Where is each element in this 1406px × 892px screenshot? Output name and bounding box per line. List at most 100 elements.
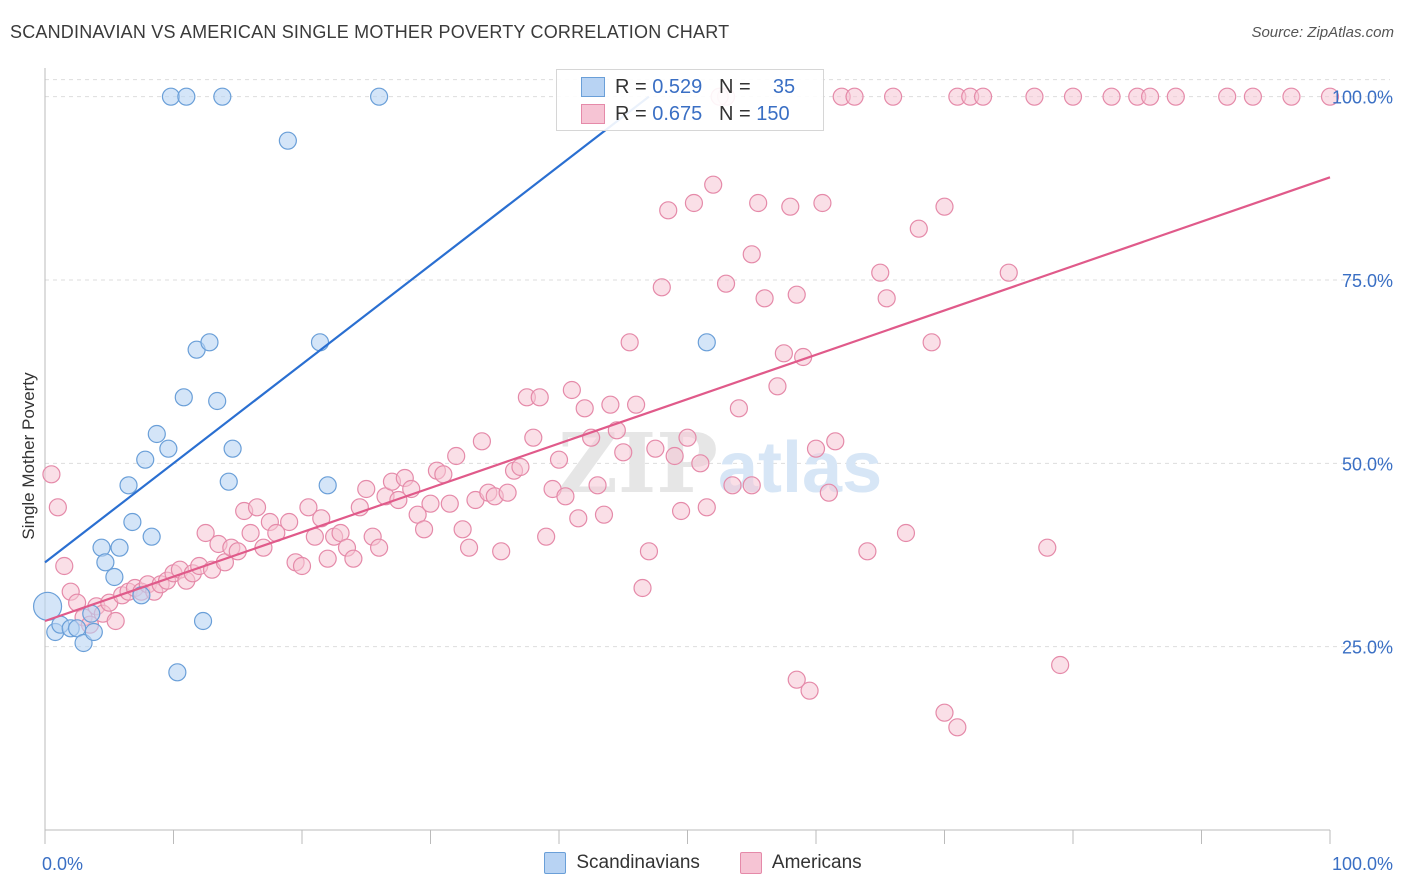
scandinavians-point	[168, 663, 187, 682]
scandinavians-point	[159, 439, 178, 458]
americans-point	[922, 333, 941, 352]
americans-point	[370, 538, 389, 557]
americans-point	[935, 703, 954, 722]
americans-point	[755, 289, 774, 308]
americans-point	[453, 520, 472, 539]
stats-row-scandinavians: R = 0.529 N = 35	[581, 75, 795, 99]
scandinavians-point	[96, 553, 115, 572]
americans-point	[749, 193, 768, 213]
grid	[45, 79, 1390, 648]
n-value: 150	[756, 102, 790, 125]
americans-point	[742, 476, 761, 495]
y-tick-label: 100.0%	[1332, 88, 1393, 108]
americans-point	[806, 439, 826, 458]
americans-point	[826, 432, 845, 451]
blue-swatch-icon	[544, 852, 567, 874]
scandinavians-point	[213, 87, 232, 106]
americans-point	[729, 399, 749, 418]
legend-item-americans[interactable]: Americans	[739, 852, 862, 874]
americans-point	[312, 509, 331, 528]
americans-point	[447, 446, 466, 466]
americans-trend-line	[44, 176, 1331, 623]
americans-point	[787, 285, 806, 304]
americans-point	[620, 333, 639, 352]
r-label: R =	[615, 75, 647, 98]
americans-point	[537, 527, 556, 546]
americans-point	[247, 498, 267, 517]
legend-label: Scandinavians	[576, 852, 700, 873]
americans-points	[42, 87, 1340, 737]
americans-point	[800, 681, 819, 700]
americans-point	[459, 538, 479, 557]
americans-point	[299, 498, 318, 517]
watermark-atlas: atlas	[718, 428, 882, 508]
americans-point	[421, 494, 440, 513]
scandinavians-point	[318, 476, 337, 495]
americans-point	[1140, 87, 1160, 106]
americans-point	[742, 245, 761, 264]
americans-point	[549, 450, 569, 469]
americans-point	[241, 523, 260, 543]
scandinavians-point	[219, 472, 238, 491]
americans-point	[440, 494, 459, 513]
americans-point	[935, 197, 954, 216]
scandinavians-point	[697, 333, 716, 352]
americans-point	[716, 274, 736, 293]
scandinavians-point	[123, 512, 142, 532]
y-axis-title: Single Mother Poverty	[19, 372, 38, 540]
axes	[44, 68, 1331, 844]
americans-point	[896, 523, 916, 543]
americans-point	[196, 523, 215, 543]
americans-point	[575, 399, 594, 418]
scandinavians-point	[370, 87, 389, 106]
x-tick-label: 100.0%	[1332, 854, 1393, 874]
americans-point	[556, 487, 575, 506]
stats-legend: R = 0.529 N = 35 R = 0.675 N = 150	[556, 69, 824, 131]
r-value: 0.529	[652, 75, 703, 98]
americans-point	[530, 388, 549, 407]
americans-point	[626, 395, 646, 414]
trend-lines	[44, 95, 1331, 623]
scandinavians-points	[32, 87, 716, 682]
americans-point	[774, 344, 793, 363]
americans-point	[768, 377, 787, 396]
americans-point	[318, 549, 337, 568]
scandinavians-trend-line	[44, 95, 650, 564]
scandinavians-point	[142, 527, 161, 546]
n-value: 35	[772, 75, 796, 98]
americans-point	[562, 380, 581, 400]
chart-title: SCANDINAVIAN VS AMERICAN SINGLE MOTHER P…	[10, 22, 730, 42]
americans-point	[594, 505, 614, 524]
americans-point	[569, 509, 588, 528]
scandinavians-point	[278, 131, 297, 150]
n-label: N =	[718, 102, 751, 125]
r-label: R =	[615, 102, 647, 125]
americans-point	[1025, 87, 1044, 106]
pink-swatch-icon	[739, 852, 762, 874]
americans-point	[280, 512, 299, 532]
americans-point	[414, 520, 434, 539]
americans-point	[55, 556, 74, 576]
y-tick-label: 25.0%	[1342, 638, 1393, 658]
americans-point	[646, 439, 665, 458]
americans-point	[665, 446, 684, 466]
americans-point	[1038, 538, 1057, 557]
scandinavians-point	[193, 611, 213, 631]
americans-point	[511, 457, 530, 477]
americans-point	[588, 476, 607, 495]
americans-point	[948, 718, 967, 737]
americans-point	[1320, 87, 1340, 106]
pink-swatch-icon	[581, 104, 605, 124]
americans-point	[781, 197, 800, 216]
scandinavians-point	[177, 87, 196, 106]
americans-point	[42, 465, 61, 484]
americans-point	[48, 498, 67, 517]
legend-item-scandinavians[interactable]: Scandinavians	[544, 852, 700, 874]
americans-point	[704, 175, 723, 194]
americans-point	[472, 432, 491, 451]
scandinavians-point	[161, 87, 181, 106]
americans-point	[1051, 655, 1070, 675]
americans-point	[614, 443, 633, 462]
americans-point	[106, 611, 125, 631]
